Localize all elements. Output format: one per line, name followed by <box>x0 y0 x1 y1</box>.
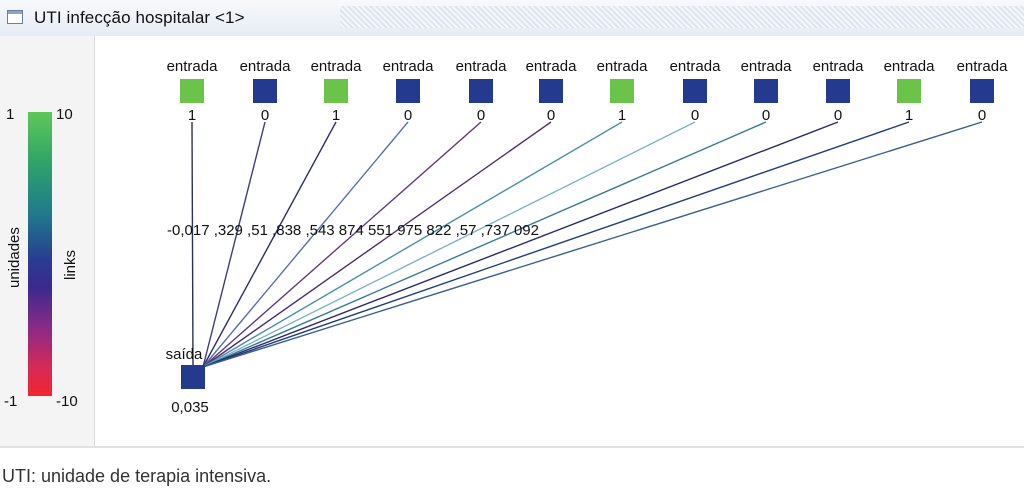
title-bar-texture <box>340 6 1024 28</box>
network-panel <box>0 36 1024 448</box>
input-node-value: 0 <box>477 107 485 124</box>
link-line <box>202 121 910 368</box>
link-line <box>202 121 767 368</box>
link-line <box>202 121 983 368</box>
input-node-label: entrada <box>311 58 363 75</box>
units-min-label: -1 <box>4 393 18 410</box>
input-node-value: 0 <box>691 107 699 124</box>
figure-caption: UTI: unidade de terapia intensiva. <box>2 466 272 486</box>
input-node-value: 0 <box>762 107 770 124</box>
input-node[interactable] <box>539 79 563 103</box>
output-node-value: 0,035 <box>171 399 209 416</box>
links-min-label: -10 <box>56 393 78 410</box>
input-node[interactable] <box>180 79 204 103</box>
panel-bottom-border <box>0 446 1024 448</box>
input-node[interactable] <box>253 79 277 103</box>
link-line <box>202 121 482 368</box>
input-node-value: 1 <box>188 107 196 124</box>
input-node-value: 0 <box>547 107 555 124</box>
window-title: UTI infecção hospitalar <1> <box>34 8 245 27</box>
input-node[interactable] <box>897 79 921 103</box>
window-title-bar[interactable]: UTI infecção hospitalar <1> <box>0 0 1024 37</box>
input-node-value: 0 <box>834 107 842 124</box>
links-max-label: 10 <box>56 106 73 123</box>
input-node-value: 0 <box>978 107 986 124</box>
link-line <box>202 121 839 368</box>
link-line <box>202 121 409 368</box>
link-line <box>202 121 696 368</box>
input-node-label: entrada <box>957 58 1009 75</box>
input-node[interactable] <box>826 79 850 103</box>
input-node[interactable] <box>396 79 420 103</box>
input-node-value: 1 <box>332 107 340 124</box>
input-node-value: 1 <box>618 107 626 124</box>
input-node[interactable] <box>324 79 348 103</box>
color-scale-bar <box>28 112 52 396</box>
input-node-label: entrada <box>670 58 722 75</box>
link-line <box>202 121 623 368</box>
units-max-label: 1 <box>6 106 15 123</box>
input-node[interactable] <box>469 79 493 103</box>
input-node-label: entrada <box>813 58 865 75</box>
input-node-label: entrada <box>383 58 435 75</box>
input-node-label: entrada <box>456 58 508 75</box>
input-node-label: entrada <box>884 58 936 75</box>
input-node-label: entrada <box>240 58 292 75</box>
link-line <box>191 121 194 366</box>
input-node[interactable] <box>610 79 634 103</box>
input-node-value: 1 <box>905 107 913 124</box>
input-node-label: entrada <box>167 58 219 75</box>
link-line <box>202 121 337 368</box>
input-node-value: 0 <box>261 107 269 124</box>
input-node[interactable] <box>970 79 994 103</box>
input-node-label: entrada <box>741 58 793 75</box>
output-node-label: saída <box>166 346 203 363</box>
output-node[interactable] <box>181 365 205 389</box>
input-node-value: 0 <box>404 107 412 124</box>
input-node[interactable] <box>683 79 707 103</box>
input-node-label: entrada <box>597 58 649 75</box>
input-node-label: entrada <box>526 58 578 75</box>
link-weights-label: -0,017 ,329 ,51 ,838 ,543 874 551 975 82… <box>167 222 539 239</box>
window-icon <box>7 10 23 24</box>
link-line <box>202 121 266 368</box>
link-line <box>202 121 552 368</box>
input-node[interactable] <box>754 79 778 103</box>
